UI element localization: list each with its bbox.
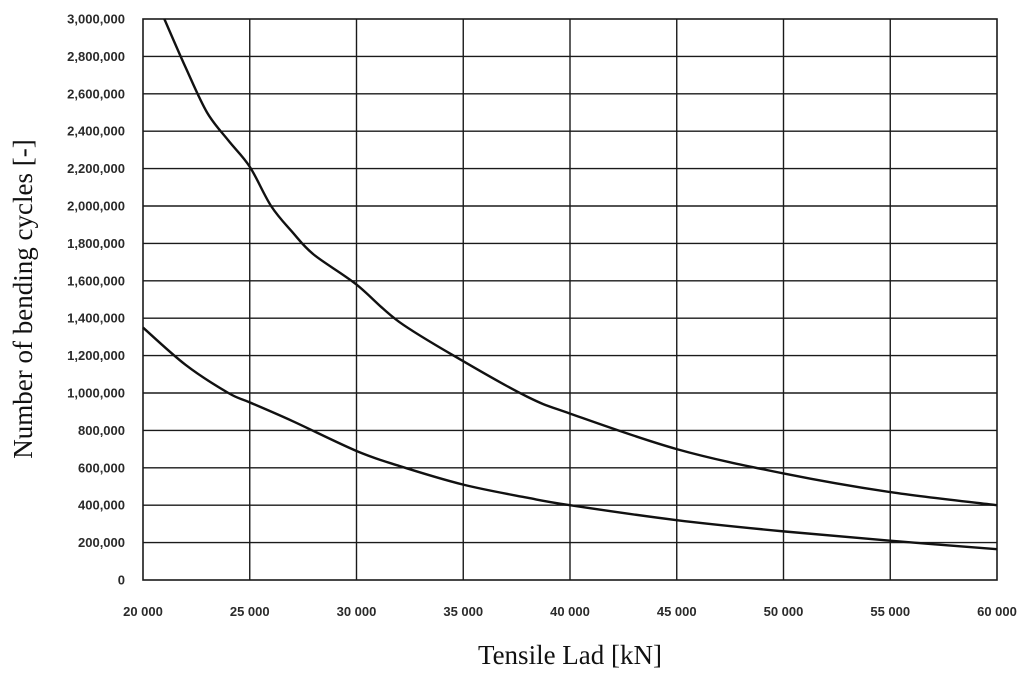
y-tick-label: 1,400,000: [67, 311, 125, 326]
y-tick-label: 200,000: [78, 535, 125, 550]
y-tick-label: 2,600,000: [67, 86, 125, 101]
x-tick-label: 25 000: [230, 604, 270, 619]
x-tick-labels: 20 000 25 000 30 000 35 000 40 000 45 000 50 0…: [123, 604, 1017, 619]
y-tick-label: 1,200,000: [67, 348, 125, 363]
x-tick-label: 35 000: [443, 604, 483, 619]
y-tick-label: 2,200,000: [67, 161, 125, 176]
grid-lines: [143, 19, 997, 580]
y-tick-label: 2,400,000: [67, 124, 125, 139]
y-tick-label: 2,000,000: [67, 199, 125, 214]
x-tick-label: 30 000: [337, 604, 377, 619]
x-axis-title: Tensile Lad [kN]: [478, 640, 662, 670]
y-axis-title: Number of bending cycles [-]: [8, 139, 38, 458]
y-tick-labels: 0 200,000 400,000 600,000 800,000 1,000,000 1,…: [67, 12, 125, 588]
x-tick-label: 45 000: [657, 604, 697, 619]
y-tick-label: 400,000: [78, 498, 125, 513]
x-tick-label: 55 000: [870, 604, 910, 619]
y-tick-label: 800,000: [78, 423, 125, 438]
y-tick-label: 2,800,000: [67, 49, 125, 64]
y-tick-label: 1,000,000: [67, 386, 125, 401]
y-tick-label: 1,600,000: [67, 273, 125, 288]
x-tick-label: 20 000: [123, 604, 163, 619]
x-tick-label: 40 000: [550, 604, 590, 619]
y-tick-label: 0: [118, 573, 125, 588]
series-line-lower: [142, 326, 998, 551]
series-line-upper: [163, 18, 998, 507]
x-tick-label: 60 000: [977, 604, 1017, 619]
series-layer: [142, 18, 998, 551]
y-tick-label: 3,000,000: [67, 12, 125, 27]
x-tick-label: 50 000: [764, 604, 804, 619]
y-tick-label: 1,800,000: [67, 236, 125, 251]
y-tick-label: 600,000: [78, 460, 125, 475]
